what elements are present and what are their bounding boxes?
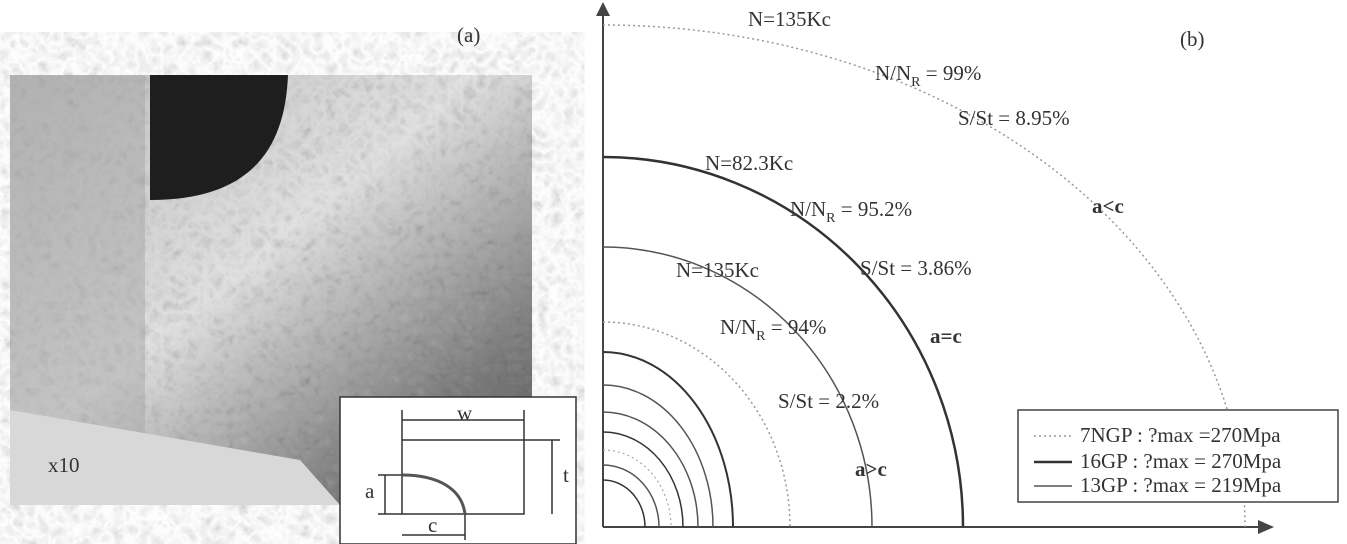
annotation-part: N/N: [875, 61, 911, 85]
annotation: S/St = 8.95%: [958, 106, 1070, 130]
legend-entry: 13GP : ?max = 219Mpa: [1080, 473, 1282, 497]
annotation: S/St = 3.86%: [860, 256, 972, 280]
annotation: N=135Kc: [676, 258, 759, 282]
inset-label: t: [563, 463, 569, 487]
inset-label: a: [365, 479, 375, 503]
figure: (a) x10 w t a c (b) N=135Kc N/NR = 99% S/S…: [0, 0, 1347, 544]
panel-label: (a): [457, 23, 480, 47]
inset-label: w: [457, 401, 473, 425]
annotation-part: = 94%: [766, 315, 827, 339]
magnification: x10: [48, 453, 80, 477]
annotation: a>c: [855, 457, 887, 481]
annotation-part: = 95.2%: [836, 197, 913, 221]
legend-entry: 16GP : ?max = 270Mpa: [1080, 449, 1282, 473]
inset-label: c: [428, 513, 437, 537]
annotation: N=135Kc: [748, 7, 831, 31]
annotation-part: = 99%: [921, 61, 982, 85]
annotation: a=c: [930, 324, 962, 348]
annotation: S/St = 2.2%: [778, 389, 879, 413]
annotation: N/NR = 99%: [875, 61, 981, 90]
legend-entry: 7NGP : ?max =270Mpa: [1080, 423, 1281, 447]
annotation-part: N/N: [790, 197, 826, 221]
annotation-part: N/N: [720, 315, 756, 339]
annotation: N=82.3Kc: [705, 151, 793, 175]
annotation: N/NR = 94%: [720, 315, 826, 344]
annotation: a<c: [1092, 194, 1124, 218]
legend: 7NGP : ?max =270Mpa 16GP : ?max = 270Mpa…: [1018, 410, 1338, 502]
panel-label: (b): [1180, 27, 1205, 51]
